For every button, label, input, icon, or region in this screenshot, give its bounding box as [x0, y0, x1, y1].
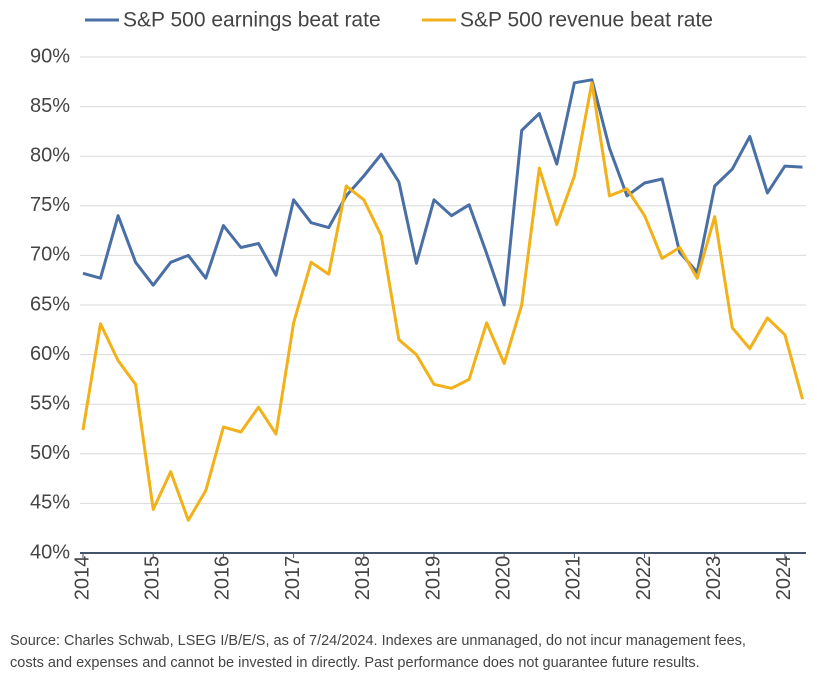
y-tick-label: 90%	[30, 45, 70, 67]
y-tick-label: 50%	[30, 442, 70, 464]
series-line	[81, 81, 804, 522]
x-tick-label: 2019	[422, 556, 444, 601]
x-tick-label: 2016	[212, 556, 234, 601]
x-tick-label: 2022	[633, 556, 655, 601]
x-tick-label: 2020	[492, 556, 514, 601]
y-tick-label: 80%	[30, 144, 70, 166]
x-tick-label: 2018	[352, 556, 374, 601]
x-tick-label: 2024	[773, 556, 795, 601]
y-tick-label: 85%	[30, 95, 70, 117]
source-note: costs and expenses and cannot be investe…	[10, 655, 700, 671]
y-tick-label: 70%	[30, 244, 70, 266]
x-tick-label: 2015	[141, 556, 163, 601]
series-line	[82, 78, 803, 307]
legend-label: S&P 500 revenue beat rate	[460, 9, 713, 32]
y-tick-label: 60%	[30, 343, 70, 365]
y-tick-label: 65%	[30, 293, 70, 315]
y-tick-label: 55%	[30, 392, 70, 414]
y-tick-label: 45%	[30, 492, 70, 514]
x-tick-label: 2023	[703, 556, 725, 601]
source-note: Source: Charles Schwab, LSEG I/B/E/S, as…	[10, 633, 746, 649]
x-tick-label: 2017	[282, 556, 304, 601]
x-tick-label: 2021	[563, 556, 585, 601]
y-tick-label: 75%	[30, 194, 70, 216]
legend-label: S&P 500 earnings beat rate	[123, 9, 381, 32]
y-tick-label: 40%	[30, 541, 70, 563]
x-tick-label: 2014	[71, 556, 93, 601]
